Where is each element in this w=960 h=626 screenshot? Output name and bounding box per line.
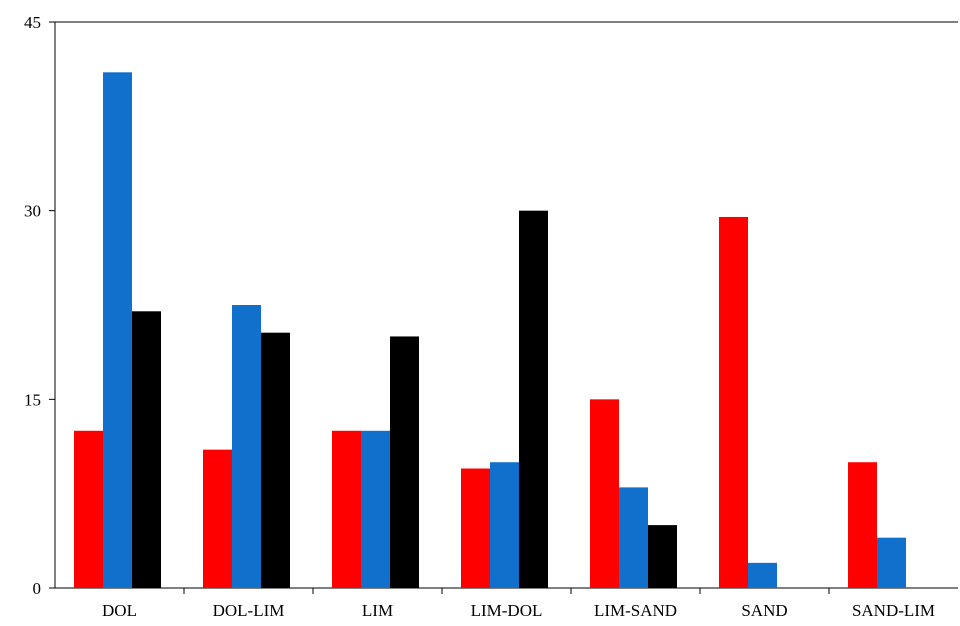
bar-lim-series-3	[390, 336, 419, 588]
bar-lim-sand-series-3	[648, 525, 677, 588]
x-category-label: SAND	[741, 601, 787, 620]
x-category-label: LIM-DOL	[471, 601, 543, 620]
bar-lim-dol-series-2	[490, 462, 519, 588]
bar-sand-series-1	[719, 216, 748, 588]
bar-lim-dol-series-3	[519, 210, 548, 588]
bar-dol-lim-series-1	[203, 449, 232, 588]
bar-dol-lim-series-3	[261, 332, 290, 588]
y-tick-label: 15	[24, 390, 41, 409]
bar-dol-series-2	[103, 72, 132, 589]
x-category-label: SAND-LIM	[852, 601, 935, 620]
y-tick-label: 0	[33, 579, 42, 598]
bar-dol-series-1	[74, 430, 103, 588]
bars	[74, 72, 906, 589]
x-category-label: LIM	[362, 601, 393, 620]
bar-lim-dol-series-1	[461, 468, 490, 588]
labels: 0 15 30 45 DOL DOL-LIM LIM LIM-DOL LIM-SAND SAND S…	[24, 13, 935, 620]
bar-lim-series-2	[361, 430, 390, 588]
bar-lim-sand-series-2	[619, 487, 648, 588]
x-category-label: DOL	[102, 601, 137, 620]
x-category-label: LIM-SAND	[594, 601, 677, 620]
y-tick-label: 45	[24, 13, 41, 32]
bar-sand-lim-series-1	[848, 462, 877, 588]
y-tick-label: 30	[24, 202, 41, 221]
bar-lim-series-1	[332, 430, 361, 588]
bar-sand-lim-series-2	[877, 537, 906, 588]
x-category-label: DOL-LIM	[213, 601, 285, 620]
bar-dol-series-3	[132, 311, 161, 588]
bar-dol-lim-series-2	[232, 305, 261, 588]
bar-sand-series-2	[748, 562, 777, 588]
bar-lim-sand-series-1	[590, 399, 619, 588]
